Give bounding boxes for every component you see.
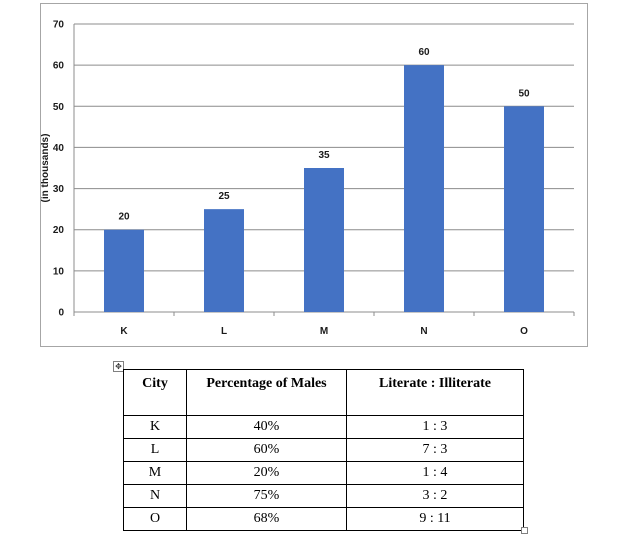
y-tick-label: 30 — [53, 184, 65, 195]
data-label: 20 — [118, 212, 130, 223]
x-tick-label: O — [520, 326, 528, 337]
cell-city: O — [123, 507, 187, 531]
bar-n — [404, 65, 444, 312]
cell-city: K — [123, 415, 187, 439]
cell-ratio: 1 : 4 — [346, 461, 524, 485]
header-city: City — [123, 369, 187, 416]
header-literate-ratio: Literate : Illiterate — [346, 369, 524, 416]
data-label: 50 — [518, 88, 530, 99]
table-header-row: City Percentage of Males Literate : Illi… — [123, 369, 524, 416]
cell-ratio: 9 : 11 — [346, 507, 524, 531]
cell-city: N — [123, 484, 187, 508]
cell-ratio: 3 : 2 — [346, 484, 524, 508]
table-row: K 40% 1 : 3 — [123, 415, 524, 439]
city-data-table: City Percentage of Males Literate : Illi… — [123, 369, 524, 531]
resize-handle-icon[interactable] — [521, 527, 528, 534]
table-row: O 68% 9 : 11 — [123, 507, 524, 531]
chart-frame: 0 10 20 30 40 50 60 70 (in thousands) 20 K 25 L 35 M 60… — [40, 3, 588, 347]
y-tick-label: 10 — [53, 266, 65, 277]
cell-percentage: 68% — [186, 507, 347, 531]
move-handle-icon[interactable]: ✥ — [113, 361, 124, 372]
bar-l — [204, 209, 244, 312]
table-row: M 20% 1 : 4 — [123, 461, 524, 485]
table-row: L 60% 7 : 3 — [123, 438, 524, 462]
y-tick-label: 70 — [53, 20, 65, 31]
x-tick-label: L — [221, 326, 227, 337]
cell-ratio: 7 : 3 — [346, 438, 524, 462]
y-tick-label: 50 — [53, 102, 65, 113]
bar-m — [304, 168, 344, 312]
y-tick-label: 40 — [53, 143, 65, 154]
header-percentage-males: Percentage of Males — [186, 369, 347, 416]
cell-percentage: 75% — [186, 484, 347, 508]
cell-percentage: 60% — [186, 438, 347, 462]
cell-city: M — [123, 461, 187, 485]
bar-chart: 0 10 20 30 40 50 60 70 (in thousands) 20 K 25 L 35 M 60… — [41, 20, 575, 337]
x-tick-label: N — [420, 326, 427, 337]
y-tick-label: 0 — [58, 308, 64, 319]
data-label: 25 — [218, 191, 230, 202]
cell-percentage: 40% — [186, 415, 347, 439]
cell-ratio: 1 : 3 — [346, 415, 524, 439]
x-tick-label: K — [120, 326, 128, 337]
bar-k — [104, 229, 144, 312]
y-axis-label: (in thousands) — [41, 134, 51, 203]
cell-city: L — [123, 438, 187, 462]
cell-percentage: 20% — [186, 461, 347, 485]
y-tick-label: 20 — [53, 225, 65, 236]
bar-o — [504, 106, 544, 313]
data-label: 60 — [418, 47, 430, 58]
table-row: N 75% 3 : 2 — [123, 484, 524, 508]
x-tick-label: M — [320, 326, 328, 337]
data-label: 35 — [318, 150, 330, 161]
y-tick-label: 60 — [53, 61, 65, 72]
